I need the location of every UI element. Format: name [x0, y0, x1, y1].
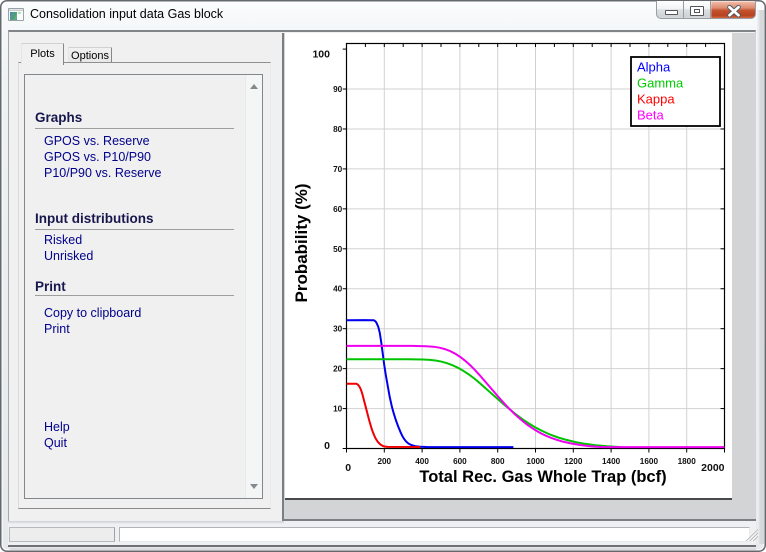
svg-text:20: 20 [333, 365, 343, 374]
svg-text:0: 0 [345, 462, 351, 474]
svg-text:80: 80 [333, 125, 343, 134]
svg-text:2000: 2000 [701, 462, 725, 474]
svg-text:800: 800 [491, 457, 505, 466]
svg-text:200: 200 [377, 457, 391, 466]
svg-text:Gamma: Gamma [637, 76, 684, 91]
svg-text:60: 60 [333, 205, 343, 214]
svg-text:1400: 1400 [602, 457, 621, 466]
svg-text:90: 90 [333, 85, 343, 94]
svg-text:10: 10 [333, 405, 343, 414]
svg-text:40: 40 [333, 285, 343, 294]
svg-text:1600: 1600 [640, 457, 659, 466]
svg-text:Alpha: Alpha [637, 60, 671, 75]
svg-text:Total Rec. Gas Whole Trap (bcf: Total Rec. Gas Whole Trap (bcf) [419, 468, 666, 486]
svg-text:400: 400 [415, 457, 429, 466]
svg-text:Probability (%): Probability (%) [292, 183, 311, 302]
svg-text:50: 50 [333, 245, 343, 254]
svg-text:100: 100 [312, 48, 330, 60]
svg-text:30: 30 [333, 325, 343, 334]
svg-text:Beta: Beta [637, 108, 665, 123]
svg-text:0: 0 [324, 440, 330, 452]
svg-text:600: 600 [453, 457, 467, 466]
svg-text:70: 70 [333, 165, 343, 174]
svg-text:1000: 1000 [526, 457, 545, 466]
svg-text:1200: 1200 [564, 457, 583, 466]
svg-text:Kappa: Kappa [637, 92, 675, 107]
svg-text:1800: 1800 [678, 457, 697, 466]
